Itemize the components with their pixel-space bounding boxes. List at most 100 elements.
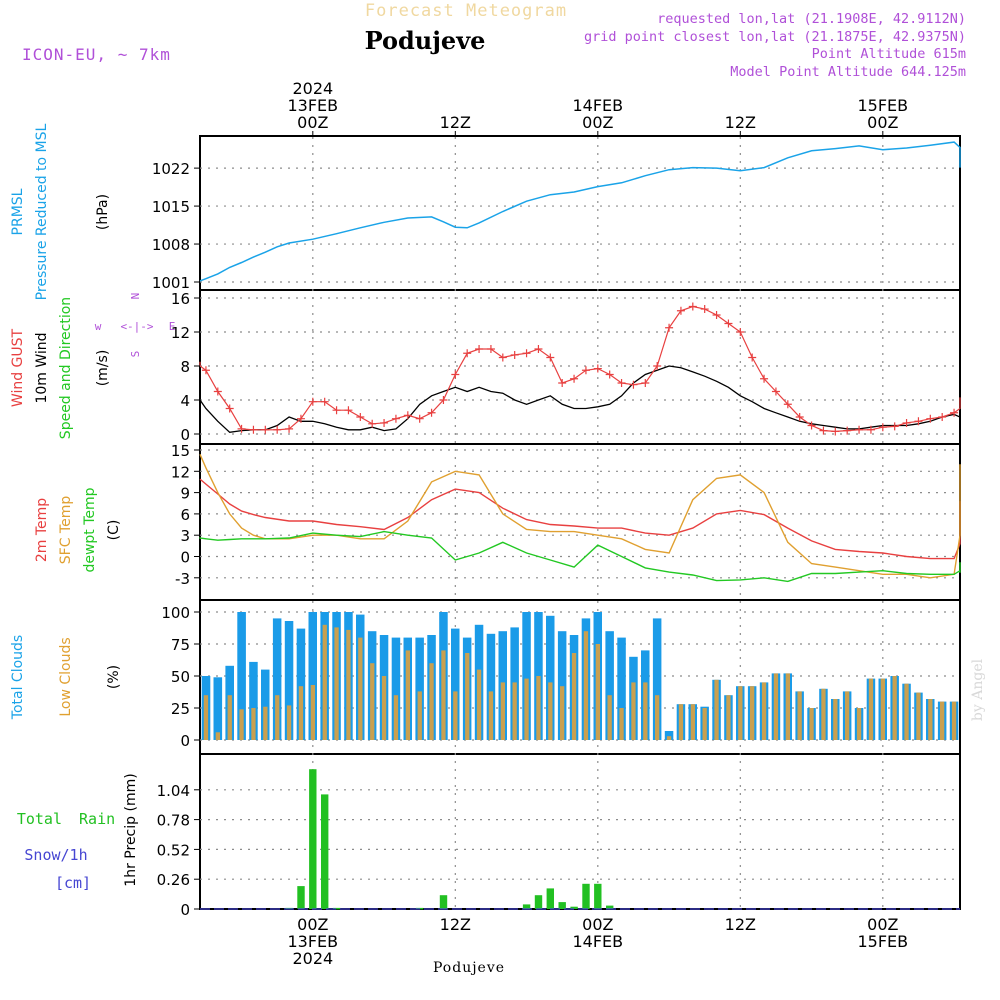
rain-bar <box>439 895 448 909</box>
compass-west: w <box>95 320 102 333</box>
low-clouds-bar <box>215 732 220 740</box>
rain-bar <box>582 883 590 909</box>
wind-gust-point <box>771 387 780 396</box>
wind-gust-point <box>486 345 495 353</box>
low-clouds-bar <box>524 678 529 740</box>
clouds-y-tick-label: 100 <box>161 604 190 622</box>
low-clouds-bar <box>239 709 244 740</box>
wind-y-tick-label: 8 <box>180 358 190 376</box>
low-clouds-bar <box>904 683 909 740</box>
low-clouds-bar <box>785 673 790 740</box>
mark-layer <box>199 141 961 910</box>
total-clouds-bar <box>272 618 282 740</box>
low-clouds-bar <box>833 699 838 740</box>
low-clouds-bar <box>761 682 767 740</box>
wind-10m-label: 10m Wind <box>34 332 50 403</box>
wind-gust-point <box>356 413 365 421</box>
snow-label: Snow/1h <box>24 846 87 864</box>
top-time-label: 12Z <box>725 113 756 132</box>
low-clouds-bar <box>512 682 517 740</box>
prmsl-line <box>199 141 961 282</box>
precip-axis-label: 1hr Precip (mm) <box>123 773 139 886</box>
rain-bar <box>534 895 543 909</box>
low-clouds-bar <box>916 692 921 740</box>
pressure-y-tick-label: 1008 <box>152 236 190 254</box>
wind-gust-point <box>902 418 911 427</box>
wind-gust-point <box>807 421 816 430</box>
top-time-label: 12Z <box>440 113 471 132</box>
wind-gust-point <box>593 364 602 373</box>
wind-gust-point <box>581 366 590 375</box>
grid-layer <box>200 137 960 908</box>
temperature-labels: 2m Temp SFC Temp dewpt Temp (C) <box>34 487 122 572</box>
requested-point: requested lon,lat (21.1908E, 42.9112N) <box>657 11 966 27</box>
rain-bar <box>309 769 317 909</box>
total-clouds-bar <box>451 628 460 740</box>
snow-unit: [cm] <box>55 874 91 892</box>
total-clouds-bar <box>308 612 317 740</box>
rain-bar <box>606 905 614 909</box>
wind-gust-point <box>213 387 222 396</box>
wind-gust-point <box>320 397 329 406</box>
precip-y-tick-label: 1.04 <box>157 782 190 800</box>
low-clouds-bar <box>856 708 862 740</box>
total-clouds-label: Total Clouds <box>10 635 26 720</box>
temperature-y-tick-label: 0 <box>180 549 190 567</box>
low-clouds-bar <box>476 669 482 740</box>
wind-gust-point <box>415 414 424 423</box>
temperature-y-tick-label: 9 <box>180 485 190 503</box>
low-clouds-bar <box>429 663 434 740</box>
precip-y-tick-label: 0 <box>180 901 190 919</box>
wind-y-tick-label: 16 <box>171 290 190 308</box>
bottom-time-label: 12Z <box>725 915 756 934</box>
top-time-label: 00Z <box>297 113 328 132</box>
low-clouds-bar <box>417 691 422 740</box>
wind-gust-point <box>926 414 935 423</box>
low-clouds-bar <box>845 691 850 740</box>
low-clouds-bar <box>880 678 885 740</box>
rain-bar <box>594 883 602 909</box>
low-clouds-bar <box>631 682 636 740</box>
wind-gust-point <box>665 323 674 332</box>
wind-gust-point <box>225 404 234 413</box>
low-clouds-bar <box>595 644 600 740</box>
total-clouds-bar <box>652 618 662 740</box>
wind-unit: (m/s) <box>95 350 111 387</box>
total-clouds-bar <box>617 637 626 740</box>
wind-gust-point <box>546 353 555 362</box>
rain-bar <box>332 907 341 910</box>
low-clouds-bar <box>702 708 707 740</box>
total-clouds-bar <box>664 731 674 740</box>
wind-gust-point <box>391 414 400 423</box>
wind-gust-point <box>475 345 484 353</box>
rain-bar <box>522 904 531 909</box>
top-time-label: 00Z <box>582 113 613 132</box>
wind-y-tick-label: 4 <box>180 392 190 410</box>
wind-gust-point <box>201 366 210 375</box>
wind-gust-point <box>308 397 317 406</box>
low-clouds-bar <box>536 676 541 740</box>
total-clouds-bar <box>213 677 223 740</box>
low-clouds-bar <box>690 704 695 740</box>
low-clouds-bar <box>263 706 268 740</box>
low-clouds-bar <box>298 686 304 740</box>
low-clouds-bar <box>868 678 874 740</box>
bottom-time-label: 00Z <box>297 915 328 934</box>
temperature-y-tick-label: -3 <box>175 570 190 588</box>
wind-gust-point <box>332 406 341 415</box>
wind-gust-point <box>570 374 579 383</box>
temperature-y-tick-label: 15 <box>171 442 190 460</box>
low-clouds-bar <box>346 629 351 740</box>
wind-gust-label: Wind GUST <box>10 328 26 407</box>
low-clouds-bar <box>821 688 826 740</box>
low-clouds-bar <box>251 708 256 740</box>
low-clouds-bar <box>405 650 410 740</box>
low-clouds-bar <box>286 705 292 740</box>
low-clouds-bar <box>381 676 387 740</box>
prmsl-long-label: Pressure Reduced to MSL <box>34 123 50 300</box>
total-clouds-bar <box>546 615 555 740</box>
wind-gust-point <box>736 328 745 336</box>
location-title: Podujeve <box>365 26 486 55</box>
wind-gust-point <box>843 426 852 435</box>
